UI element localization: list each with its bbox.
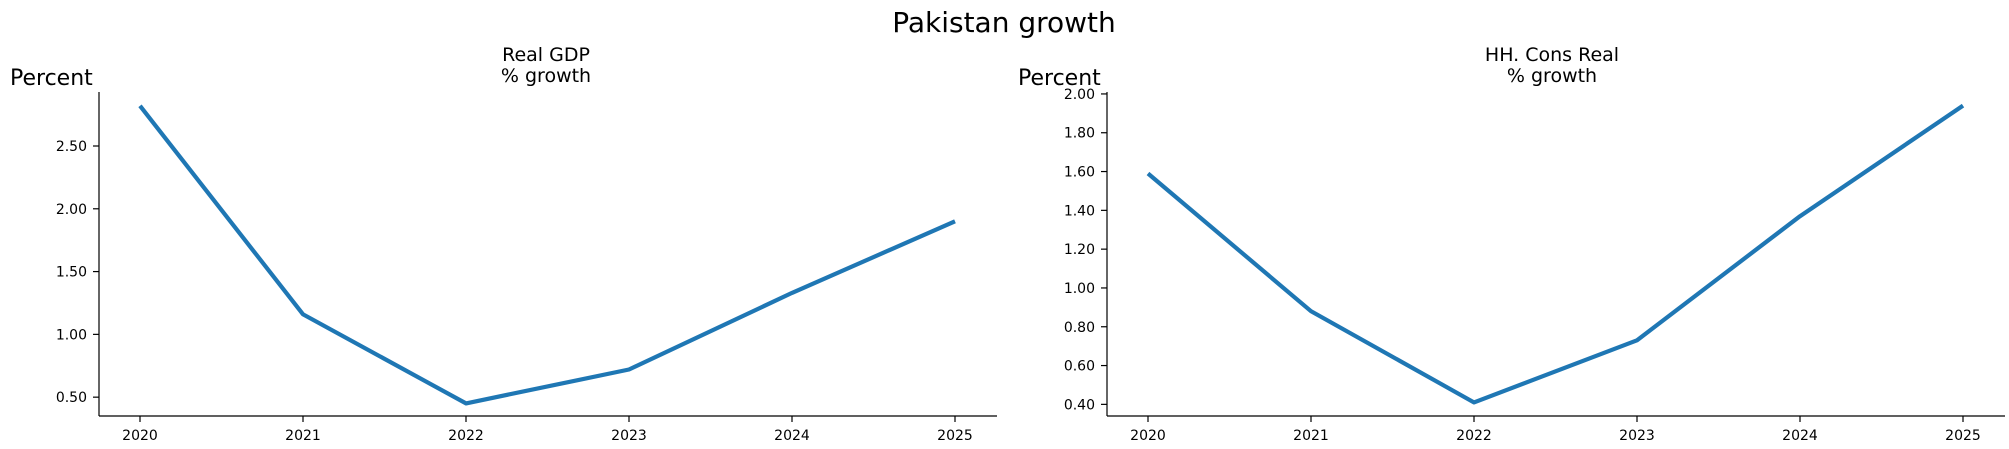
x-tick-label: 2022: [448, 428, 484, 444]
y-tick-label: 2.00: [56, 202, 87, 218]
x-tick-label: 2024: [1782, 428, 1818, 444]
x-tick-label: 2022: [1456, 428, 1492, 444]
chart-2-plot-area: 0.40 0.60 0.80 1.00 1.20 1.40 1.60 1.80 2.00 2020…: [1064, 87, 2005, 444]
x-tick-label: 2020: [122, 428, 158, 444]
series-line: [138, 104, 956, 406]
x-tick-label: 2021: [285, 428, 321, 444]
chart-1-plot-area: 0.50 1.00 1.50 2.00 2.50 2020 2021 2022 2023 2024…: [56, 92, 997, 444]
x-tick-label: 2020: [1130, 428, 1166, 444]
y-tick-label: 0.80: [1064, 320, 1095, 336]
y-tick-label: 1.60: [1064, 165, 1095, 181]
y-tick-label: 1.40: [1064, 203, 1095, 219]
x-tick-label: 2024: [774, 428, 810, 444]
y-tick-label: 0.40: [1064, 397, 1095, 413]
chart-panel-2: HH. Cons Real % growth Percent 0.400.600…: [1018, 44, 2005, 444]
chart-2-title-line-2: % growth: [1507, 65, 1597, 87]
chart-1-y-axis-label: Percent: [10, 66, 93, 91]
y-tick-label: 1.00: [1064, 281, 1095, 297]
chart-2-y-axis-label: Percent: [1018, 66, 1101, 91]
y-tick-label: 2.50: [56, 139, 87, 155]
x-tick-label: 2021: [1293, 428, 1329, 444]
x-tick-label: 2025: [937, 428, 973, 444]
y-tick-label: 1.00: [56, 327, 87, 343]
y-tick-label: 1.80: [1064, 126, 1095, 142]
x-tick-label: 2025: [1945, 428, 1981, 444]
y-tick-label: 0.50: [56, 390, 87, 406]
x-tick-label: 2023: [1619, 428, 1655, 444]
chart-2-title-line-1: HH. Cons Real: [1485, 44, 1619, 66]
y-tick-label: 1.20: [1064, 242, 1095, 258]
y-tick-label: 0.60: [1064, 359, 1095, 375]
y-tick-label: 2.00: [1064, 87, 1095, 103]
y-tick-label: 1.50: [56, 265, 87, 281]
chart-1-title-line-2: % growth: [501, 65, 591, 87]
chart-panel-1: Real GDP % growth Percent 0.50 1.00 1.50 2.…: [10, 44, 997, 444]
chart-1-title-line-1: Real GDP: [502, 44, 590, 66]
figure-title: Pakistan growth: [892, 6, 1116, 39]
series-line: [1146, 103, 1965, 405]
x-tick-label: 2023: [611, 428, 647, 444]
